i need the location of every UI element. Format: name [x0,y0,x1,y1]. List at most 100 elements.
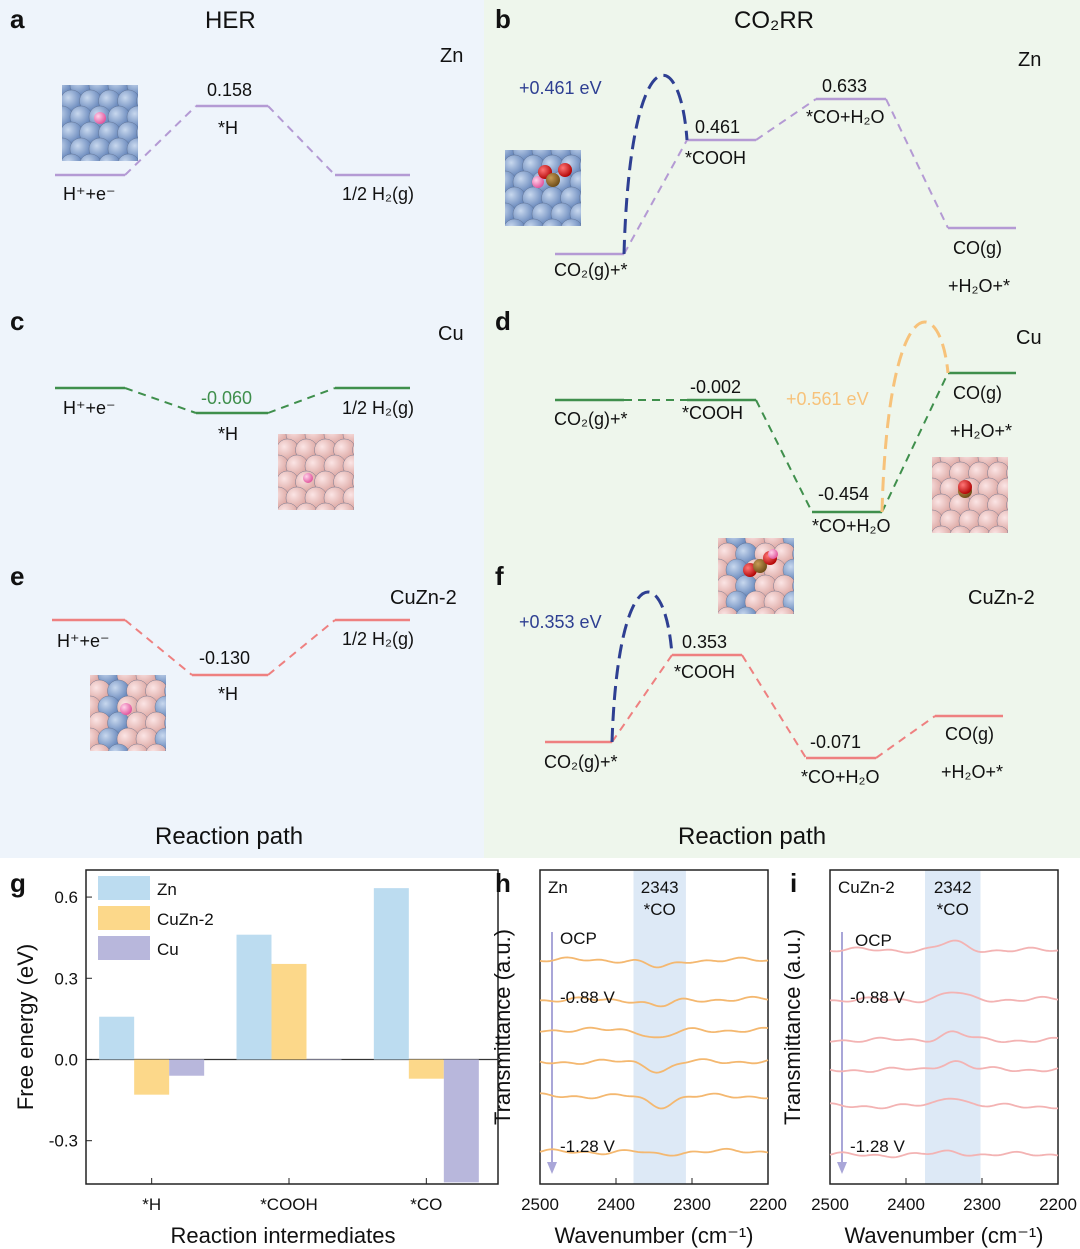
carbon-atom [753,559,767,573]
x-tick-label: 2200 [749,1195,787,1214]
y-tick-label: 0.0 [54,1050,78,1069]
panel-d-material: Cu [1016,327,1042,349]
h-adatom [768,549,778,559]
metal-atom [164,685,166,697]
metal-atom [580,224,581,226]
panel-a-material: Zn [440,45,463,67]
panel-e-material: CuZn-2 [390,587,457,609]
state-d-co2: CO₂(g)+* [554,409,628,429]
metal-atom [579,160,581,172]
barrier-b-label: +0.461 eV [519,78,602,98]
bar-zn-1 [236,934,272,1060]
potential-label-2: -1.28 V [560,1137,615,1156]
oxygen-atom [558,163,572,177]
x-tick-label: 2500 [521,1195,559,1214]
potential-label-2: -1.28 V [850,1137,905,1156]
spectrum-line-2 [829,1030,1059,1044]
state-b-co2: CO₂(g)+* [554,260,628,280]
value-d-cooh: -0.002 [690,377,741,397]
metal-atom [164,717,166,729]
metal-atom [1007,531,1008,533]
metal-atom [755,606,776,614]
value-f-co: -0.071 [810,732,861,752]
panel-c-diagram: H⁺+e⁻ *H 1/2 H₂(g) -0.060 [55,386,414,510]
metal-atom [542,218,563,226]
metal-atom [334,502,354,510]
y-axis-title: Free energy (eV) [13,944,38,1110]
legend-label-1: CuZn-2 [157,910,214,929]
metal-atom [136,127,138,139]
bar-zn-0 [99,1016,135,1060]
x-axis-title: Wavenumber (cm⁻¹) [844,1223,1043,1248]
spectrum-line-3 [539,1058,769,1074]
metal-atom [118,153,138,161]
panel-b-letter: b [495,4,511,34]
potential-arrowhead [837,1162,847,1174]
bar-cu-0 [169,1059,205,1076]
state-e-end: 1/2 H₂(g) [342,629,414,649]
panel-a-letter: a [10,4,25,34]
connector-f-3 [875,715,936,759]
metal-atom [278,502,298,510]
carbon-atom [546,173,560,187]
value-b-co: 0.633 [822,76,867,96]
bar-zn-2 [373,888,409,1060]
connector-c-1 [124,387,197,414]
metal-atom [146,743,166,751]
y-axis-title: Transmittance (a.u.) [490,929,515,1125]
slab-atoms [90,675,166,751]
panel-b-diagram: +0.461 eV CO₂(g)+* *COOH *CO+H₂O CO(g) +… [505,73,1016,296]
connector-f-1 [611,654,673,743]
metal-atom [1006,499,1008,511]
barrier-f-label: +0.353 eV [519,612,602,632]
potential-label-1: -0.88 V [560,988,615,1007]
metal-atom [352,444,354,456]
barrier-d-label: +0.561 eV [786,389,869,409]
metal-atom [1006,467,1008,479]
metal-atom [736,606,757,614]
state-d-co: *CO+H₂O [812,516,891,536]
panel-b-title: CO₂RR [734,7,814,34]
spectrum-line-0 [539,956,769,969]
bar-cuzn-2-2 [408,1059,444,1079]
metal-atom [988,525,1008,533]
band-assignment: *CO [644,900,676,919]
h-adatom [94,112,106,124]
panel-f-material: CuZn-2 [968,587,1035,609]
y-tick-label: 0.3 [54,969,78,988]
metal-atom [137,159,138,161]
co-band-highlight [633,870,686,1184]
x-axis-title: Reaction intermediates [170,1223,395,1248]
connector-b-3 [885,98,949,229]
metal-atom [136,95,138,107]
panel-b-material: Zn [1018,49,1041,71]
potential-arrowhead [547,1162,557,1174]
state-f-cooh: *COOH [674,662,735,682]
h-adatom [120,703,132,715]
barrier-f-curve [610,590,674,743]
connector-d-2 [755,399,813,513]
connector-a-2 [267,105,336,176]
y-axis-title: Transmittance (a.u.) [780,929,805,1125]
metal-atom [80,153,101,161]
panel-a-diagram: H⁺+e⁻ *H 1/2 H₂(g) 0.158 [55,80,414,204]
slab-atoms [718,538,794,614]
metal-atom [352,476,354,488]
connector-c-2 [267,387,336,414]
h-adatom [303,473,313,483]
value-d-co: -0.454 [818,484,869,504]
bar-chart-g: -0.3 0.0 0.3 0.6 *H *COOH *CO Zn CuZn-2 Cu Reactio… [13,869,499,1248]
state-e-start: H⁺+e⁻ [57,631,110,651]
panel-f-diagram: +0.353 eV CO₂(g)+* *COOH *CO+H₂O CO(g) +… [519,538,1003,787]
y-tick-label: 0.6 [54,888,78,907]
value-a-h: 0.158 [207,80,252,100]
reaction-path-left-label: Reaction path [155,823,303,850]
state-f-co: *CO+H₂O [801,767,880,787]
state-d-cog: CO(g) [953,383,1002,403]
cuzn-cooh-slab-image [718,538,794,614]
metal-atom [969,525,990,533]
h-adatom [532,176,544,188]
x-tick-label: 2400 [597,1195,635,1214]
ir-spectra-i: CuZn-2 2342 *CO 2500 2400 2300 2200 Wavenumber … [780,869,1077,1248]
